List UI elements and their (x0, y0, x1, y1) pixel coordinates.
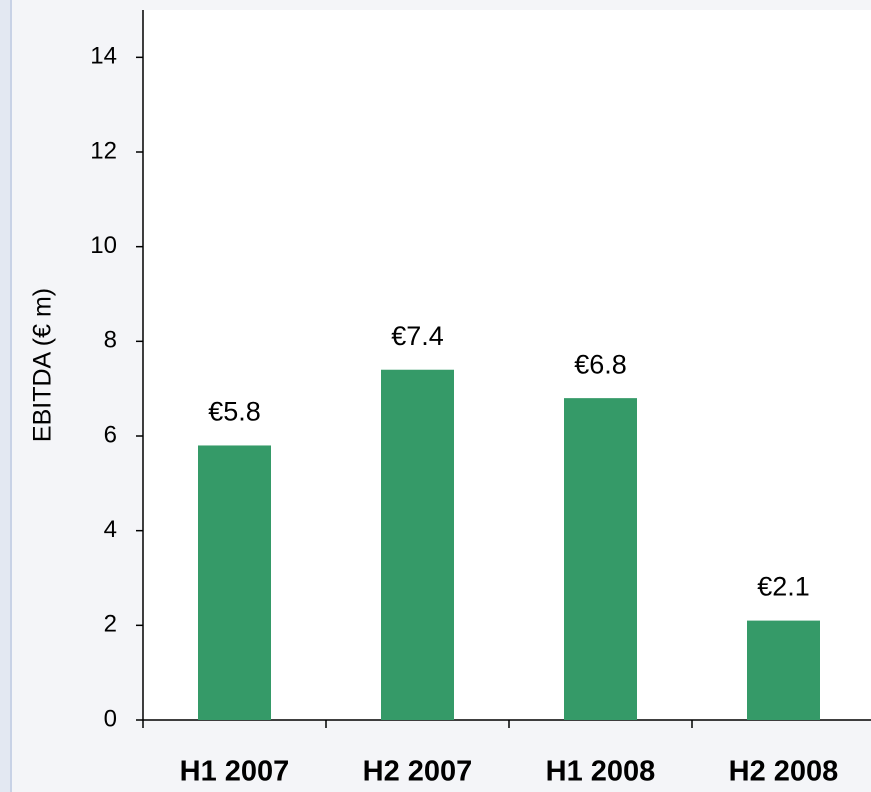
value-label: €7.4 (391, 321, 444, 351)
x-tick-label: H2 2007 (363, 756, 473, 788)
value-label: €5.8 (208, 397, 261, 427)
y-tick-label: 0 (104, 705, 117, 732)
bar (381, 369, 454, 720)
value-label: €6.8 (574, 349, 627, 379)
left-strip (0, 0, 11, 792)
bar (564, 398, 637, 720)
x-tick-label: H2 2008 (729, 756, 839, 788)
bar (747, 620, 820, 720)
y-axis-label: EBITDA (€ m) (29, 288, 57, 442)
y-tick-label: 12 (90, 137, 117, 164)
y-tick-label: 4 (104, 516, 117, 543)
y-tick-label: 10 (90, 232, 117, 259)
x-tick-label: H1 2007 (180, 756, 290, 788)
y-tick-label: 8 (104, 327, 117, 354)
y-tick-label: 14 (90, 43, 117, 70)
y-tick-label: 6 (104, 421, 117, 448)
value-label: €2.1 (757, 572, 810, 602)
x-tick-label: H1 2008 (546, 756, 656, 788)
bar (198, 445, 271, 720)
y-tick-label: 2 (104, 611, 117, 638)
